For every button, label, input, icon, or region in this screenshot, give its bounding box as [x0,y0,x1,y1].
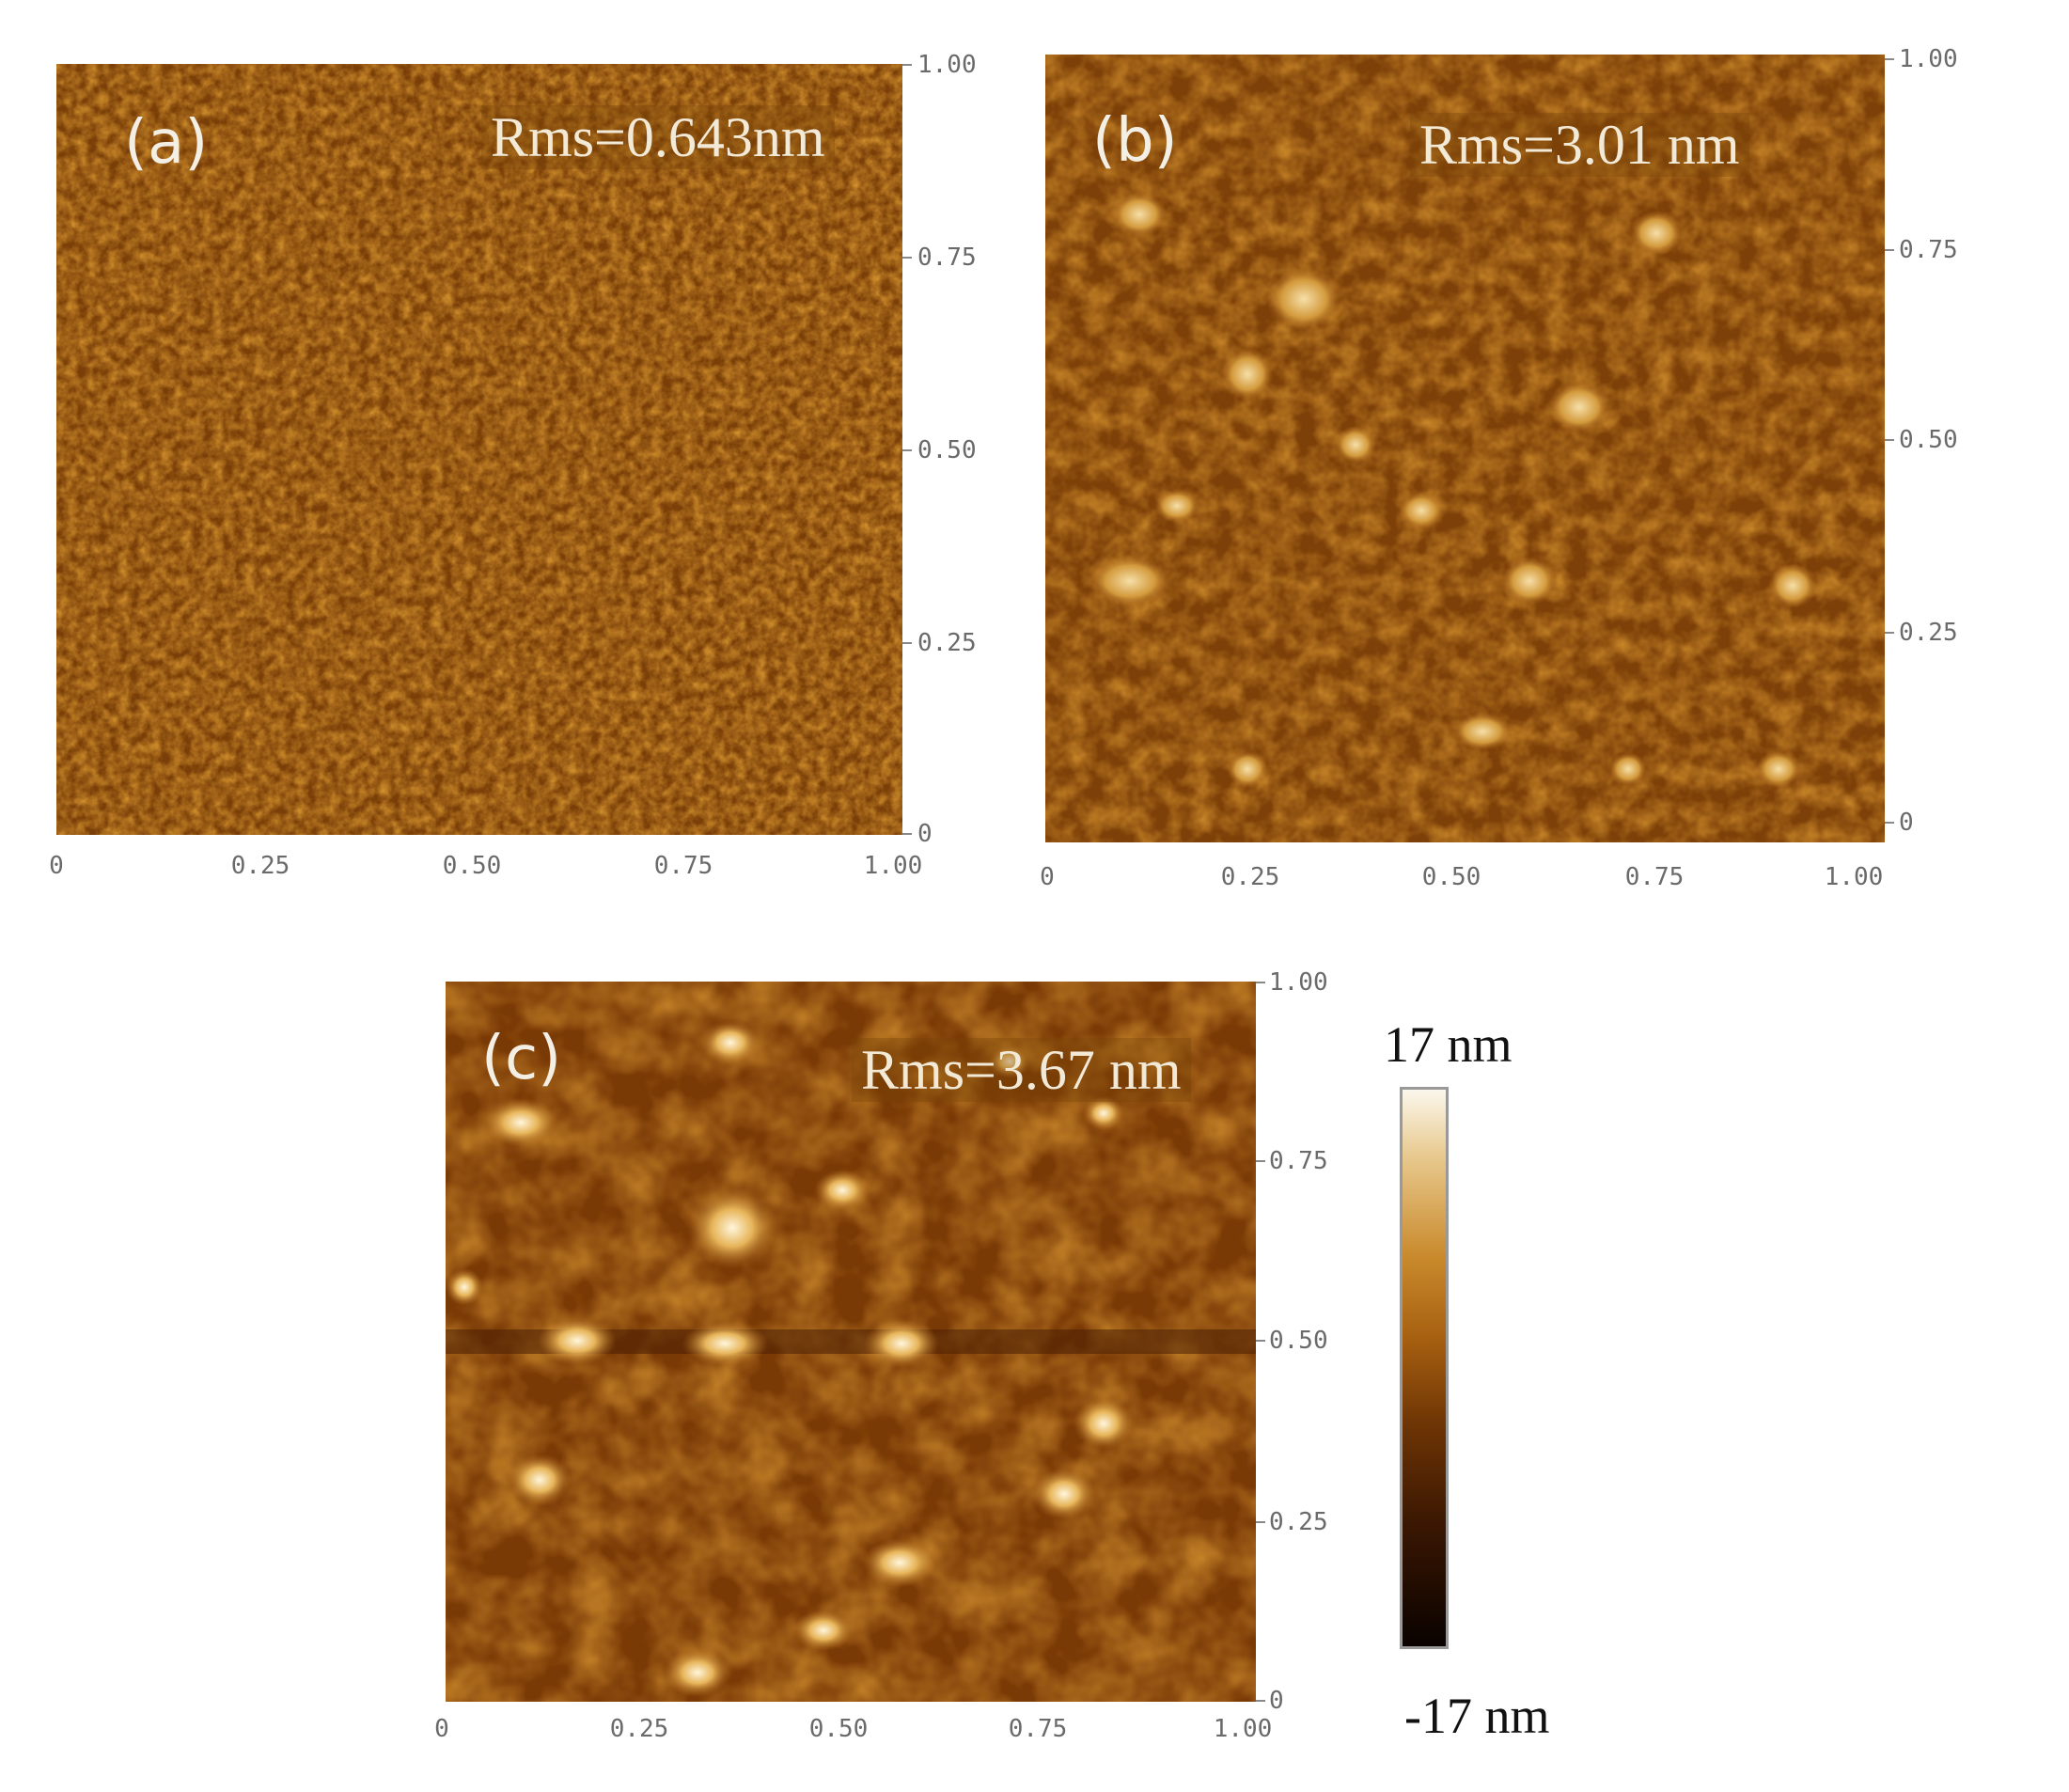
x-tick: 0.25 [230,852,290,880]
y-tick: 0 [917,820,933,848]
y-tickmark [1256,1700,1265,1702]
y-tick: 1.00 [1269,968,1328,997]
y-tickmark [1256,982,1265,983]
afm-panel-b: (b) Rms=3.01 nm [1045,55,1885,842]
y-tick: 0.75 [1269,1147,1328,1175]
y-tick: 0.25 [917,629,977,657]
y-tickmark [902,64,912,66]
x-tick: 1.00 [1213,1715,1273,1743]
y-tick: 0.25 [1899,619,1958,647]
y-tick: 1.00 [1899,45,1958,73]
y-tickmark [1885,822,1894,824]
y-tick: 0 [1269,1687,1284,1715]
y-tickmark [902,257,912,259]
y-tick: 0.50 [1269,1327,1328,1355]
x-tick: 1.00 [863,852,923,880]
y-tickmark [1885,632,1894,634]
y-tick: 0.50 [917,436,977,464]
x-tick: 0 [434,1715,449,1743]
afm-image-b [1045,55,1885,842]
afm-panel-c: (c) Rms=3.67 nm [446,982,1256,1702]
y-tick: 0.50 [1899,426,1958,454]
x-tick: 0.50 [442,852,502,880]
rms-value-a: Rms=0.643nm [481,105,835,169]
y-tick: 0.75 [917,244,977,272]
height-colorbar [1400,1087,1449,1649]
y-tick: 1.00 [917,51,977,79]
afm-image-a [56,64,902,835]
x-tick: 0.50 [1421,863,1481,891]
x-tick: 0.75 [653,852,713,880]
afm-panel-a: (a) Rms=0.643nm [56,64,902,835]
y-tickmark [1885,249,1894,251]
y-tick: 0.75 [1899,236,1958,264]
y-tickmark [1885,58,1894,60]
x-tick: 0.75 [1008,1715,1068,1743]
x-tick: 0 [49,852,64,880]
x-tick: 0.50 [808,1715,869,1743]
x-tick: 0 [1040,863,1055,891]
panel-label-a: (a) [124,108,209,178]
y-tickmark [902,449,912,451]
y-tick: 0.25 [1269,1508,1328,1536]
x-tick: 0.25 [609,1715,669,1743]
panel-label-c: (c) [481,1024,562,1093]
colorbar-max-label: 17 nm [1384,1016,1513,1073]
y-tickmark [1256,1340,1265,1342]
x-tick: 0.25 [1220,863,1280,891]
colorbar-min-label: -17 nm [1404,1688,1550,1744]
y-tick: 0 [1899,809,1914,837]
y-tickmark [1256,1521,1265,1523]
afm-image-c [446,982,1256,1702]
y-tickmark [902,642,912,644]
y-tickmark [1885,439,1894,441]
y-tickmark [1256,1160,1265,1162]
y-tickmark [902,833,912,835]
rms-value-c: Rms=3.67 nm [852,1038,1191,1102]
rms-value-b: Rms=3.01 nm [1410,113,1749,177]
panel-label-b: (b) [1092,106,1178,176]
x-tick: 0.75 [1624,863,1685,891]
x-tick: 1.00 [1824,863,1884,891]
